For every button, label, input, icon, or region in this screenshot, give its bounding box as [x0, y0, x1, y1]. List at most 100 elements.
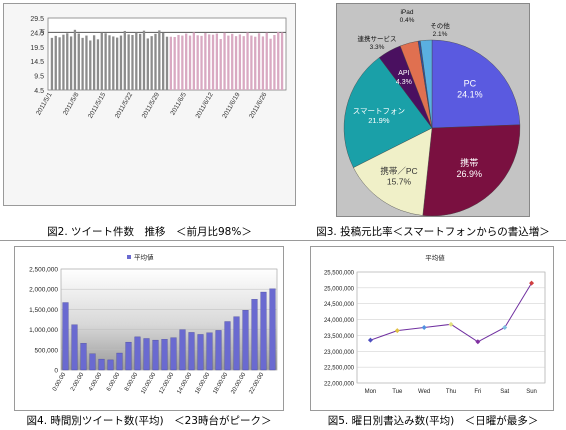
fig5-ytick-label: 24,500,000: [324, 302, 355, 308]
fig2-bar: [223, 32, 226, 90]
fig4-xtick-label: 18:00:00: [212, 371, 229, 395]
fig4-xtick-label: 2:00:00: [70, 371, 86, 392]
fig5-point: [367, 337, 373, 343]
fig5-xtick-label: Sat: [500, 389, 509, 395]
fig3-slice-pct: 3.3%: [370, 44, 385, 51]
fig2-bar: [58, 37, 61, 90]
fig3-slice-pct: 26.9%: [456, 169, 482, 179]
fig5-xtick-label: Fri: [474, 389, 481, 395]
fig4-xtick-label: 22:00:00: [248, 371, 265, 395]
fig4-xtick-label: 20:00:00: [230, 371, 247, 395]
fig4-caption: 図4. 時間別ツイート数(平均) ＜23時台がピーク＞: [26, 415, 272, 427]
fig4-bar: [143, 338, 150, 371]
fig2-bar: [162, 32, 165, 90]
fig4-legend-label: 平均値: [134, 253, 154, 262]
fig2-bar: [54, 35, 57, 90]
fig2-caption: 図2. ツイート件数 推移 ＜前月比98%＞: [47, 226, 252, 238]
fig2-bar: [69, 36, 73, 90]
fig4-ytick-label: 500,000: [35, 347, 59, 354]
fig5-legend-label: 平均値: [425, 253, 445, 262]
fig4-bar: [215, 330, 222, 371]
fig2-bar: [85, 35, 88, 90]
fig3-slice-pct: 24.1%: [457, 90, 483, 100]
fig4-ytick-label: 0: [54, 368, 58, 375]
fig5-ytick-label: 22,500,000: [324, 366, 355, 372]
fig3-slice-label: スマートフォン: [353, 107, 405, 116]
fig4-bar: [98, 358, 105, 371]
fig4-xtick-label: 0:00:00: [52, 371, 68, 392]
fig5-xtick-label: Mon: [365, 389, 377, 395]
fig4-bar: [188, 332, 195, 371]
fig2-bar: [257, 33, 261, 90]
fig5-point: [421, 325, 427, 330]
fig2-bar: [62, 34, 65, 90]
fig2-bar: [238, 34, 242, 90]
fig2-bar: [66, 33, 69, 90]
fig4-bar: [269, 288, 276, 371]
fig4-bar: [89, 353, 96, 371]
fig4-bar: [251, 299, 258, 371]
fig4-bar: [197, 334, 204, 371]
fig2-ytick-label: 14.5: [30, 59, 44, 66]
fig3-slice: [343, 57, 433, 168]
fig4-bar: [242, 310, 249, 371]
fig2-bar: [234, 36, 238, 90]
fig3-slice-pct: 0.4%: [400, 17, 415, 24]
fig2-bar: [280, 32, 284, 90]
fig5-point: [502, 325, 508, 330]
fig2-bar: [250, 35, 253, 90]
fig2-bar: [135, 32, 138, 90]
fig4-xtick-label: 8:00:00: [124, 371, 140, 392]
fig4-bar: [152, 339, 159, 371]
fig5-point: [394, 328, 400, 334]
fig4-bar: [161, 339, 168, 371]
fig3-slice-pct: 21.9%: [368, 116, 390, 125]
fig5-ytick-label: 25,000,000: [324, 286, 355, 292]
fig4-bar: [206, 332, 213, 371]
fig2-bar: [200, 35, 203, 90]
fig3-slice-pct: 15.7%: [387, 176, 412, 186]
fig2-bar: [131, 34, 134, 90]
fig2-bar: [219, 39, 222, 90]
fig3-slice: [422, 124, 521, 216]
fig2-xtick-label: 2011/6/26: [248, 91, 268, 119]
fig4-bar: [170, 337, 177, 371]
fig4-legend-swatch: [127, 255, 131, 259]
fig2-panel: 29.5 24.5 19.5 14.5 9.5 4.5 万 2011/5/1 2011/5/8 2…: [3, 3, 296, 206]
fig2-bar: [158, 30, 161, 90]
fig5-xtick-label: Wed: [418, 389, 430, 395]
fig3-slice-label: PC: [464, 79, 477, 89]
fig2-bar: [92, 35, 96, 90]
fig2-bar: [154, 33, 157, 90]
fig2-bar: [146, 38, 149, 90]
fig2-bar: [112, 36, 115, 90]
fig2-bar: [254, 36, 257, 90]
fig2-ylabel: 万: [39, 29, 45, 36]
fig2-bar: [89, 40, 92, 90]
fig2-bar: [215, 33, 219, 90]
fig3-slice: [431, 39, 521, 129]
fig5-panel: 25,500,000 25,000,000 24,500,000 24,000,000…: [310, 246, 554, 411]
fig4-ytick-label: 2,500,000: [29, 267, 58, 274]
fig2-bar: [269, 38, 272, 90]
fig5-ytick-label: 22,000,000: [324, 382, 355, 388]
fig3-caption: 図3. 投稿元比率＜スマートフォンからの書込増＞: [316, 226, 550, 238]
fig3-slice-label: その他: [430, 21, 450, 30]
fig5-ytick-label: 25,500,000: [324, 271, 355, 277]
fig3-slice-label: API: [398, 70, 409, 77]
fig5-point: [475, 339, 481, 345]
fig2-bar: [261, 36, 265, 90]
fig2-bar: [138, 33, 142, 90]
fig3-slice: [353, 127, 433, 216]
fig4-bar: [62, 302, 69, 371]
fig2-bar: [231, 33, 234, 90]
fig4-bar: [233, 316, 240, 371]
fig4-bar: [224, 321, 231, 371]
fig2-bar: [169, 36, 172, 90]
fig2-bar: [115, 37, 119, 90]
fig3-slice-label: 連携サービス: [358, 34, 397, 43]
fig2-xtick-label: 2011/6/12: [194, 91, 214, 119]
fig4-bar: [80, 343, 87, 371]
